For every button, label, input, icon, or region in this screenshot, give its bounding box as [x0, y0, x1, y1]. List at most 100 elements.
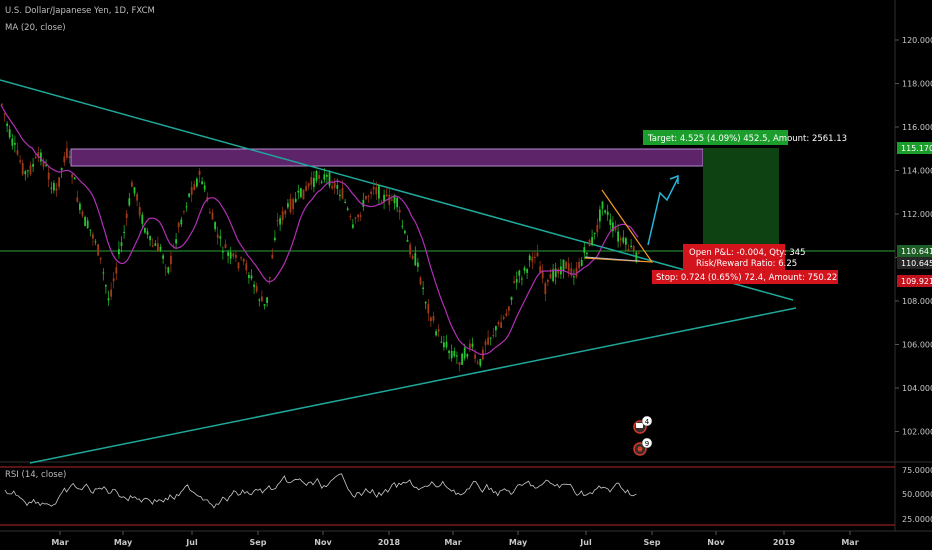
- candle-body: [625, 238, 627, 245]
- candle-body: [219, 236, 222, 239]
- candle-body: [268, 276, 271, 279]
- symbol-title[interactable]: U.S. Dollar/Japanese Yen, 1D, FXCM: [5, 6, 155, 16]
- candle-body: [575, 267, 578, 277]
- candle-body: [250, 275, 253, 279]
- candle-body: [521, 278, 523, 280]
- candle-body: [515, 279, 518, 283]
- candle-body: [596, 224, 599, 233]
- candle-body: [266, 297, 268, 303]
- candle-body: [305, 185, 307, 191]
- candle-body: [458, 362, 461, 365]
- candle-body: [404, 230, 406, 234]
- candle-body: [562, 259, 565, 272]
- pnl-box: [683, 244, 785, 270]
- arrow-head-icon: [669, 174, 679, 184]
- price-axis[interactable]: 120.000118.000116.000114.000112.000110.0…: [895, 36, 932, 437]
- candle-body: [227, 252, 229, 256]
- event-marker-flag[interactable]: 4: [633, 415, 653, 434]
- candle-body: [328, 172, 331, 186]
- wedge-base-line[interactable]: [584, 256, 641, 262]
- candle-body: [396, 197, 398, 208]
- candle-body: [359, 215, 362, 217]
- candle-body: [370, 191, 372, 194]
- candle-body: [110, 289, 112, 297]
- rsi-tick: 50.0000: [902, 490, 932, 499]
- candle-body: [502, 317, 505, 319]
- falling-wedge[interactable]: [584, 189, 654, 263]
- candle-body: [58, 177, 60, 187]
- target-zone[interactable]: [703, 148, 779, 252]
- candle-body: [232, 253, 235, 257]
- candle-body: [606, 211, 609, 216]
- price-tag-bg: [897, 275, 932, 287]
- price-tick: 120.000: [902, 36, 932, 45]
- candle-body: [393, 195, 396, 204]
- candle-body: [437, 329, 440, 332]
- candle-body: [539, 266, 541, 273]
- candle-body: [216, 234, 219, 238]
- candle-body: [84, 216, 86, 227]
- candle-body: [528, 255, 531, 261]
- candle-body: [531, 256, 534, 262]
- candle-body: [627, 248, 630, 251]
- candle-body: [552, 269, 554, 282]
- event-marker-jp[interactable]: 9: [633, 437, 653, 456]
- candle-body: [318, 175, 320, 179]
- candle-body: [55, 188, 58, 191]
- time-tick: Jul: [579, 538, 592, 547]
- ma-legend[interactable]: MA (20, close): [5, 23, 66, 33]
- candle-body: [27, 170, 29, 172]
- candle-body: [432, 316, 435, 321]
- price-tag-bg: [897, 245, 932, 257]
- time-tick: Jul: [185, 538, 198, 547]
- candle-body: [409, 244, 411, 255]
- candle-body: [24, 171, 27, 175]
- candle-body: [211, 212, 214, 220]
- candle-body: [289, 198, 292, 213]
- projection-arrow[interactable]: [647, 177, 679, 246]
- candle-body: [427, 304, 430, 314]
- candle-body: [222, 251, 224, 253]
- candle-body: [565, 261, 567, 269]
- time-tick: Sep: [250, 538, 267, 547]
- candle-body: [263, 304, 266, 306]
- rsi-legend[interactable]: RSI (14, close): [5, 470, 67, 480]
- candle-body: [484, 341, 487, 345]
- candle-body: [164, 267, 167, 269]
- candle-body: [617, 231, 619, 242]
- candle-body: [193, 184, 196, 190]
- rsi-tick: 25.0000: [902, 515, 932, 524]
- time-tick: 2019: [773, 538, 796, 547]
- candle-body: [146, 231, 149, 235]
- candle-body: [302, 189, 305, 200]
- candle-body: [271, 254, 274, 259]
- candle-body: [333, 182, 336, 188]
- candle-body: [34, 156, 37, 159]
- candle-body: [294, 198, 297, 203]
- price-tag-bg: [897, 142, 932, 154]
- time-axis[interactable]: Mar May Jul Sep Nov 2018 Mar May Jul Sep Nov 2019 Ma…: [51, 531, 859, 547]
- candle-body: [341, 188, 344, 199]
- candle-body: [388, 194, 391, 205]
- candle-body: [159, 246, 162, 251]
- candle-body: [1, 103, 3, 105]
- candle-body: [125, 213, 128, 219]
- candle-body: [138, 207, 141, 216]
- price-tag: 110.645: [901, 259, 932, 268]
- candle-body: [248, 274, 250, 278]
- time-tick: Mar: [841, 538, 858, 547]
- candle-body: [141, 214, 144, 224]
- candle-body: [102, 272, 105, 274]
- descending-trendline[interactable]: [0, 79, 794, 301]
- candle-body: [599, 209, 601, 222]
- candle-body: [94, 241, 97, 243]
- candle-body: [175, 239, 177, 244]
- resistance-zone[interactable]: [70, 148, 704, 167]
- candle-body: [609, 219, 612, 225]
- candle-body: [497, 322, 500, 325]
- price-tick: 108.000: [902, 297, 932, 306]
- candle-body: [170, 255, 172, 265]
- ascending-trendline[interactable]: [29, 307, 797, 464]
- candle-body: [112, 278, 115, 282]
